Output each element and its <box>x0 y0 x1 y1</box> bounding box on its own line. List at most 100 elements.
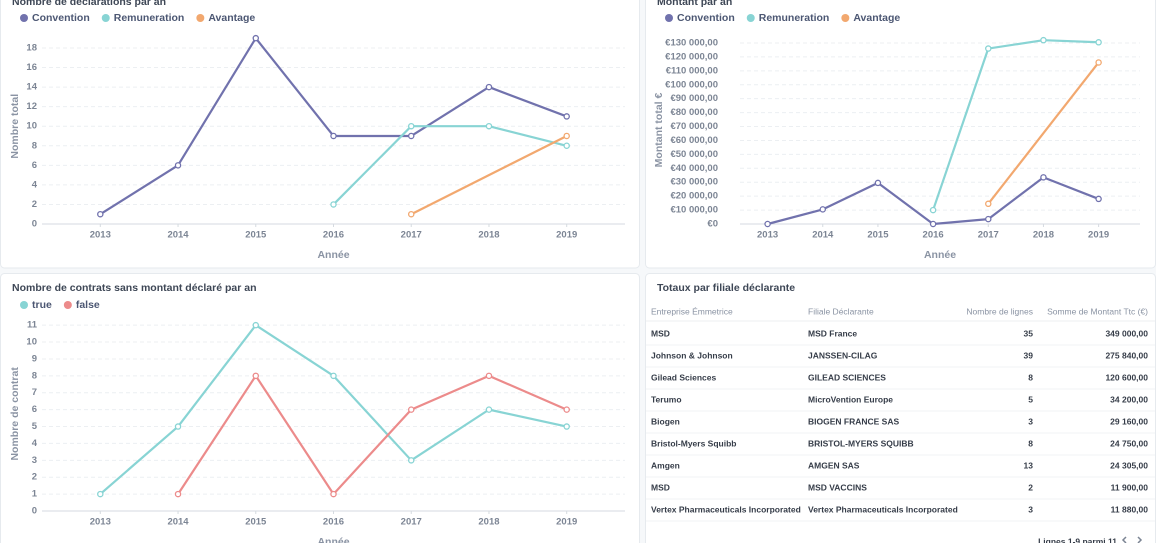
point <box>485 406 493 413</box>
point <box>252 321 260 329</box>
table-cell: Vertex Pharmaceuticals Incorporated <box>651 504 801 514</box>
table-cell: BRISTOL-MYERS SQUIBB <box>808 438 914 448</box>
y-tick-label: 0 <box>32 219 37 230</box>
point <box>1040 36 1047 44</box>
point <box>985 45 992 52</box>
chart-title: Montant par an <box>657 0 732 8</box>
y-tick-label: €90 000,00 <box>670 93 718 104</box>
point <box>819 206 827 213</box>
legend-swatch <box>63 301 72 309</box>
table-footer: Lignes 1-9 parmi 11 <box>1038 536 1117 543</box>
point <box>1095 39 1102 46</box>
chart-title: Nombre de déclarations par an <box>12 0 166 8</box>
legend-swatch <box>20 14 28 22</box>
column-header: Entreprise Émmetrice <box>651 306 733 316</box>
x-tick-label: 2017 <box>401 517 422 528</box>
table-cell: MSD VACCINS <box>808 482 867 492</box>
point <box>407 122 415 130</box>
point <box>407 132 415 140</box>
point <box>563 132 570 140</box>
point <box>97 490 104 498</box>
legend-label: Convention <box>677 12 735 24</box>
card <box>0 0 640 269</box>
table-cell: 3 <box>1028 416 1033 426</box>
legend-label: false <box>76 299 100 311</box>
legend-label: Remuneration <box>759 12 830 24</box>
point <box>929 220 937 228</box>
table-cell: Amgen <box>651 460 680 470</box>
x-tick-label: 2014 <box>167 517 189 528</box>
point <box>764 220 771 228</box>
legend-label: Remuneration <box>114 12 185 24</box>
card <box>0 273 640 543</box>
x-tick-label: 2018 <box>478 230 499 241</box>
point <box>174 162 182 169</box>
point <box>1095 59 1102 66</box>
table-cell: MSD <box>651 328 670 338</box>
point <box>407 457 415 464</box>
y-tick-label: €60 000,00 <box>670 135 718 146</box>
y-tick-label: 5 <box>32 421 38 432</box>
y-tick-label: €50 000,00 <box>670 149 718 160</box>
legend-label: Avantage <box>208 12 255 24</box>
x-tick-label: 2013 <box>757 230 778 241</box>
point <box>563 142 570 150</box>
y-tick-label: 10 <box>26 121 37 132</box>
y-tick-label: €20 000,00 <box>670 191 718 202</box>
point <box>985 215 992 223</box>
card <box>645 0 1156 269</box>
x-tick-label: 2017 <box>401 230 422 241</box>
table-cell: Biogen <box>651 416 680 426</box>
table-cell: Terumo <box>651 394 682 404</box>
point <box>563 423 570 430</box>
y-tick-label: 2 <box>32 472 37 483</box>
y-tick-label: 6 <box>32 404 37 415</box>
point <box>330 372 337 380</box>
x-axis-label: Année <box>317 536 349 543</box>
table-cell: MSD France <box>808 328 857 338</box>
table-cell: JANSSEN-CILAG <box>808 350 878 360</box>
y-tick-label: 12 <box>26 101 37 112</box>
table-cell: 39 <box>1024 350 1034 360</box>
table-cell: Vertex Pharmaceuticals Incorporated <box>808 504 958 514</box>
y-tick-label: 4 <box>32 438 38 449</box>
series-line <box>987 61 1100 205</box>
table-cell: 24 750,00 <box>1110 438 1148 448</box>
table-title: Totaux par filiale déclarante <box>657 282 795 294</box>
x-tick-label: 2017 <box>978 230 999 241</box>
table-cell: 11 900,00 <box>1111 482 1149 492</box>
y-tick-label: €30 000,00 <box>670 177 718 188</box>
table-cell: Gilead Sciences <box>651 372 716 382</box>
y-tick-label: 4 <box>32 179 38 190</box>
legend-swatch <box>746 14 755 22</box>
point <box>252 372 260 380</box>
table-cell: 2 <box>1028 482 1033 492</box>
x-tick-label: 2015 <box>245 517 267 528</box>
point <box>330 201 337 208</box>
legend-swatch <box>20 301 28 309</box>
table-cell: Bristol-Myers Squibb <box>651 438 736 448</box>
y-axis-label: Nombre de contrat <box>9 367 21 461</box>
table-cell: 11 880,00 <box>1111 504 1149 514</box>
series-line <box>177 374 568 496</box>
series-line <box>410 134 568 216</box>
x-tick-label: 2019 <box>1088 230 1109 241</box>
series-line <box>932 39 1099 211</box>
x-tick-label: 2018 <box>478 517 499 528</box>
table-cell: 349 000,00 <box>1105 328 1148 338</box>
table-cell: 3 <box>1028 504 1033 514</box>
table-cell: 24 305,00 <box>1110 460 1148 470</box>
x-axis-label: Année <box>924 249 956 261</box>
series-line <box>332 125 567 206</box>
table-cell: 29 160,00 <box>1110 416 1148 426</box>
table-cell: 120 600,00 <box>1105 372 1148 382</box>
legend-label: Avantage <box>853 12 900 24</box>
legend-label: true <box>32 299 52 311</box>
table-cell: Johnson & Johnson <box>651 350 733 360</box>
pager-arrows[interactable] <box>1121 536 1143 543</box>
chart-title: Nombre de contrats sans montant déclaré … <box>12 282 256 294</box>
y-tick-label: 14 <box>26 82 37 93</box>
point <box>97 210 104 218</box>
y-tick-label: €10 000,00 <box>670 205 718 216</box>
